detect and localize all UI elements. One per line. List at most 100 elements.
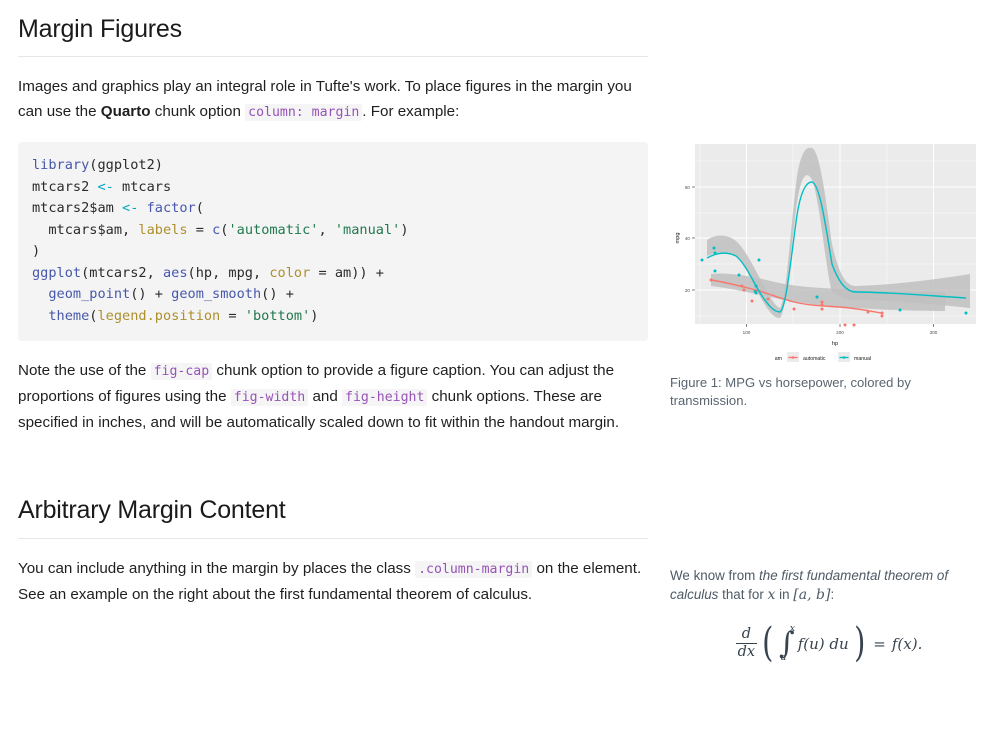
code-column-margin-class: .column-margin xyxy=(415,560,533,578)
page-title-margin-figures: Margin Figures xyxy=(18,15,182,43)
code-token: library xyxy=(32,157,90,174)
smooth-line-automatic xyxy=(710,279,883,314)
math-formula: d dx ( ∫ x a f(u) du ) = f(x). xyxy=(670,620,988,667)
code-token: ( xyxy=(195,200,204,217)
code-token xyxy=(32,308,48,324)
code-token: (hp, mpg, xyxy=(187,264,270,281)
code-token: factor xyxy=(146,200,196,217)
integral-upper-limit: x xyxy=(789,622,796,634)
derivative-numerator: d xyxy=(741,626,752,642)
code-token: mtcars$am, xyxy=(32,221,139,238)
code-token: c xyxy=(212,221,221,238)
code-token: mtcars2 xyxy=(32,178,98,195)
code-token xyxy=(138,200,146,216)
math-row: d dx ( ∫ x a f(u) du ) = f(x). xyxy=(735,620,923,667)
mpg-vs-hp-chart: 100 200 300 20 40 60 hp mpg am xyxy=(675,144,976,362)
code-text: library(ggplot2) mtcars2 <- mtcars mtcar… xyxy=(32,157,409,324)
code-token: ggplot xyxy=(32,264,82,281)
code-token: () + xyxy=(261,286,294,303)
margin-note-part-1: We know from xyxy=(670,568,760,583)
heading-divider xyxy=(18,56,648,58)
code-token: ) xyxy=(32,243,41,260)
code-fig-height: fig-height xyxy=(342,389,428,407)
code-column-margin: column: margin xyxy=(245,104,363,122)
code-token: geom_smooth xyxy=(171,286,262,303)
derivative-fraction: d dx xyxy=(735,626,758,661)
code-token: aes xyxy=(162,264,188,281)
main-column: Margin Figures Images and graphics play … xyxy=(18,0,648,607)
legend-point-manual xyxy=(842,356,846,359)
xtick-100: 100 xyxy=(743,330,751,335)
margin-note-interval: [a, b] xyxy=(793,587,831,603)
legend-label-manual: manual xyxy=(854,356,871,362)
integrand: f(u) du xyxy=(797,634,849,653)
code-token: color xyxy=(269,264,311,281)
code-fig-cap: fig-cap xyxy=(150,363,213,381)
code-token: 'bottom' xyxy=(244,307,311,324)
figcap-text-part-1: Note the use of the xyxy=(18,362,151,380)
code-token: ( xyxy=(220,221,229,238)
margin-spacer xyxy=(670,410,988,566)
code-fig-width: fig-width xyxy=(230,389,309,407)
margin-class-paragraph: You can include anything in the margin b… xyxy=(18,556,648,607)
code-token: = xyxy=(220,307,245,324)
figcap-text-part-2: chunk option to provide a figure caption… xyxy=(18,362,615,406)
code-token: labels xyxy=(138,221,188,238)
page-title-arbitrary-margin-content: Arbitrary Margin Content xyxy=(18,496,286,525)
right-paren: ) xyxy=(853,620,866,667)
figcap-text-part-3: and xyxy=(308,388,343,406)
code-token: = am)) + xyxy=(310,264,384,281)
xtick-200: 200 xyxy=(836,330,844,335)
code-token: = xyxy=(187,221,213,238)
math-result: f(x). xyxy=(891,634,923,653)
code-block-content: library(ggplot2) mtcars2 <- mtcars mtcar… xyxy=(32,155,634,327)
code-token: <- xyxy=(97,178,114,195)
chart-y-axis-title: mpg xyxy=(675,233,681,244)
left-paren: ( xyxy=(762,620,774,667)
code-token: () + xyxy=(130,286,172,303)
chart-x-axis-title: hp xyxy=(832,341,838,347)
intro-text-part-1: Images and graphics play an integral rol… xyxy=(18,78,632,121)
figcap-paragraph: Note the use of the fig-cap chunk option… xyxy=(18,358,648,435)
integral-sign: ∫ x a xyxy=(778,622,796,664)
code-token: geom_point xyxy=(48,286,131,303)
heading-divider-2 xyxy=(18,537,648,539)
margin-note-text: We know from the first fundamental theor… xyxy=(670,566,988,605)
code-token: ) xyxy=(310,307,319,324)
code-token xyxy=(32,286,48,302)
xtick-300: 300 xyxy=(930,330,938,335)
intro-paragraph: Images and graphics play an integral rol… xyxy=(18,74,648,125)
code-token: 'automatic' xyxy=(228,221,319,238)
margin-figure-1: 100 200 300 20 40 60 hp mpg am xyxy=(670,0,988,368)
code-block-r: library(ggplot2) mtcars2 <- mtcars mtcar… xyxy=(18,142,648,342)
figure-caption: Figure 1: MPG vs horsepower, colored by … xyxy=(670,375,911,408)
chart-y-tick-labels: 20 40 60 xyxy=(685,185,691,293)
smooth-line-manual xyxy=(706,181,967,313)
ytick-60: 60 xyxy=(685,185,691,190)
code-token: ( xyxy=(89,307,98,324)
code-token: mtcars2$am xyxy=(32,200,123,217)
ribbon-manual xyxy=(707,147,970,318)
code-token: (ggplot2) xyxy=(89,157,163,174)
code-token: mtcars xyxy=(113,178,172,195)
equals-sign: = xyxy=(873,634,886,653)
chart-axis-ticks xyxy=(692,186,934,327)
code-token: <- xyxy=(122,200,139,217)
ribbon-automatic xyxy=(711,273,945,311)
code-token: , xyxy=(318,221,335,238)
ytick-20: 20 xyxy=(685,288,691,293)
margin-column: 100 200 300 20 40 60 hp mpg am xyxy=(670,0,988,667)
derivative-denominator: dx xyxy=(735,643,758,661)
legend-title: am xyxy=(775,356,782,362)
legend-point-automatic xyxy=(791,356,795,359)
ytick-40: 40 xyxy=(685,236,691,241)
code-token: ) xyxy=(400,221,409,238)
margin-class-text-part-1: You can include anything in the margin b… xyxy=(18,559,416,577)
chart-x-tick-labels: 100 200 300 xyxy=(743,330,938,335)
integral-lower-limit: a xyxy=(780,652,787,664)
legend-label-automatic: automatic xyxy=(803,356,826,362)
margin-note-part-3: in xyxy=(775,587,794,602)
code-token: theme xyxy=(48,307,90,324)
margin-note-italic: the first fundamental theorem of calculu… xyxy=(670,568,949,602)
